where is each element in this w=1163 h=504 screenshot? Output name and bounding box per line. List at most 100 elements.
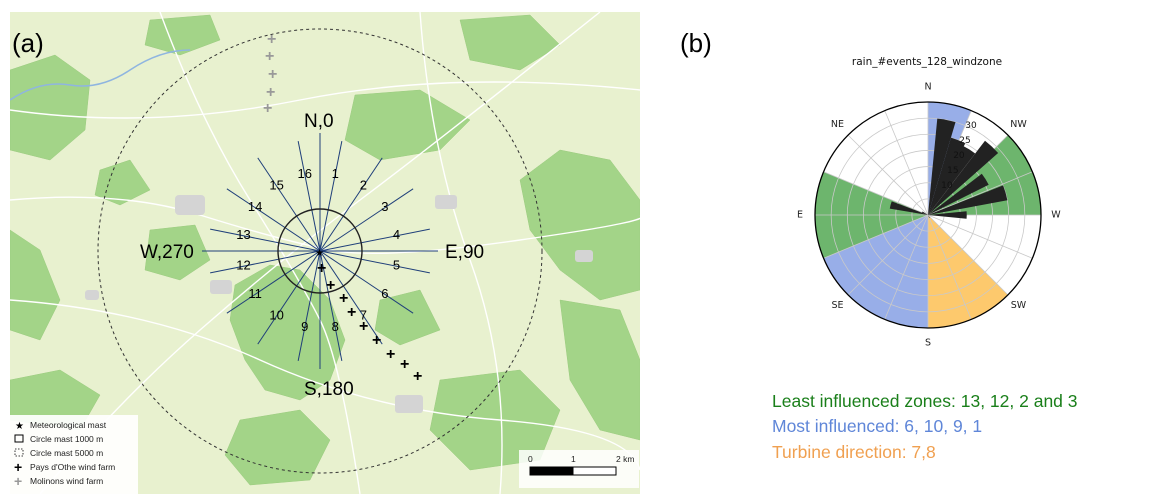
legend-label-molinons: Molinons wind farm (30, 476, 103, 486)
pays-dothe-turbine-icon: + (347, 304, 356, 321)
sector-boundary-line (210, 250, 321, 274)
compass-west-label: W,270 (140, 242, 194, 263)
pays-dothe-turbine-icon: + (386, 346, 395, 363)
circle-mast-5000m (97, 28, 543, 474)
sector-number-7: 7 (360, 307, 367, 322)
panel-b-label: (b) (680, 28, 712, 58)
sector-radial-lines (202, 133, 438, 369)
windrose-radial-tick: 15 (947, 166, 958, 176)
windrose-grid-spoke (847, 214, 929, 296)
windrose-grid-spoke (927, 214, 972, 320)
circle-mast-1000m (277, 208, 363, 294)
sector-number-13: 13 (236, 227, 250, 242)
windrose-grid-spoke (927, 214, 1033, 259)
windrose-direction-E: E (797, 210, 803, 221)
molinons-turbine-icon: + (268, 66, 277, 83)
least-influenced-note: Least influenced zones: 13, 12, 2 and 3 (772, 391, 1078, 411)
windrose-bar (928, 215, 930, 218)
legend-label-circle-5000: Circle mast 5000 m (30, 448, 103, 458)
sector-boundary-line (226, 188, 321, 252)
sector-number-11: 11 (248, 286, 262, 301)
windrose-radial-tick: 10 (941, 181, 953, 191)
pays-dothe-turbine-icon: + (326, 277, 335, 294)
windrose-grid-spoke (927, 171, 1033, 216)
windrose-bar (928, 118, 956, 215)
windrose-grid-spoke (927, 214, 1009, 296)
meteorological-mast-star-icon: ★ (315, 248, 324, 259)
pays-dothe-turbine-icon: + (317, 260, 326, 277)
windrose-bar (921, 211, 928, 215)
sector-boundary-line (319, 141, 343, 252)
windrose-bar (928, 137, 966, 215)
windrose-bar (928, 211, 967, 219)
windrose-direction-SE: SE (831, 300, 843, 311)
windrose-chart: 10 15 20 25 30 N NW W SW S SE E NE (797, 82, 1061, 349)
scale-tick-1: 1 (571, 454, 576, 464)
legend-label-pays-dothe: Pays d'Othe wind farm (30, 462, 115, 472)
sector-number-15: 15 (269, 178, 283, 193)
windrose-bar (928, 145, 976, 215)
legend-label-mast: Meteorological mast (30, 420, 107, 430)
sector-boundary-line (319, 250, 343, 361)
villages (85, 195, 593, 413)
sector-number-8: 8 (332, 319, 339, 334)
sector-number-1: 1 (332, 166, 339, 181)
sector-boundary-line (226, 250, 321, 314)
windrose-direction-NW: NW (1010, 119, 1027, 130)
compass-north-label: N,0 (304, 111, 334, 132)
windrose-direction-S: S (925, 338, 931, 349)
windrose-direction-W: W (1051, 210, 1061, 221)
sector-boundary-line (319, 250, 414, 314)
windrose-grid-spoke (884, 214, 929, 320)
sector-boundary-line (297, 141, 321, 252)
sector-boundary-line (319, 188, 414, 252)
windrose-grid-spoke (884, 110, 929, 216)
pays-dothe-turbine-icon: + (372, 332, 381, 349)
windrose-bar (889, 201, 928, 215)
sector-number-2: 2 (360, 178, 367, 193)
windrose-bar (928, 140, 999, 215)
windrose-grid-spoke (823, 171, 929, 216)
pays-dothe-turbine-icon: + (413, 368, 422, 385)
sector-boundary-line (319, 228, 430, 252)
pays-dothe-turbine-icon: + (400, 356, 409, 373)
molinons-turbine-icon: + (265, 48, 274, 65)
molinons-turbine-icon: + (266, 84, 275, 101)
windrose-radial-tick: 25 (959, 136, 970, 146)
pays-dothe-turbine-icon: + (339, 290, 348, 307)
windrose-radial-tick: 20 (953, 151, 965, 161)
sector-boundary-line (257, 250, 321, 345)
scale-tick-0: 0 (528, 454, 533, 464)
windrose-bar (928, 173, 989, 215)
sector-number-14: 14 (248, 199, 262, 214)
windrose-direction-N: N (924, 82, 931, 93)
molinons-turbine-icon: + (267, 31, 276, 48)
sector-number-4: 4 (393, 227, 400, 242)
black-cross-icon: + (14, 459, 22, 475)
sector-number-12: 12 (236, 258, 250, 273)
solid-box-icon (14, 434, 24, 443)
windrose-radial-tick: 30 (965, 121, 977, 131)
compass-south-label: S,180 (304, 379, 354, 400)
windrose-direction-NE: NE (831, 119, 844, 130)
scale-tick-2: 2 km (616, 454, 634, 464)
molinons-turbine-icon: + (263, 100, 272, 117)
sector-boundary-line (210, 228, 321, 252)
turbine-direction-note: Turbine direction: 7,8 (772, 442, 936, 462)
sector-number-6: 6 (381, 286, 388, 301)
sector-number-5: 5 (393, 258, 400, 273)
sector-boundary-line (257, 157, 321, 252)
sector-number-9: 9 (301, 319, 308, 334)
windrose-title: rain_#events_128_windzone (852, 56, 1002, 68)
sector-number-3: 3 (381, 199, 388, 214)
windrose-zone-orange (928, 215, 1008, 328)
legend-label-circle-1000: Circle mast 1000 m (30, 434, 103, 444)
site-map (10, 12, 640, 494)
sector-boundary-line (319, 250, 430, 274)
roads (10, 12, 640, 494)
star-icon: ★ (15, 421, 24, 432)
windrose-zone-blue (823, 215, 928, 328)
dashed-box-icon (14, 448, 24, 457)
sector-boundary-line (319, 157, 383, 252)
